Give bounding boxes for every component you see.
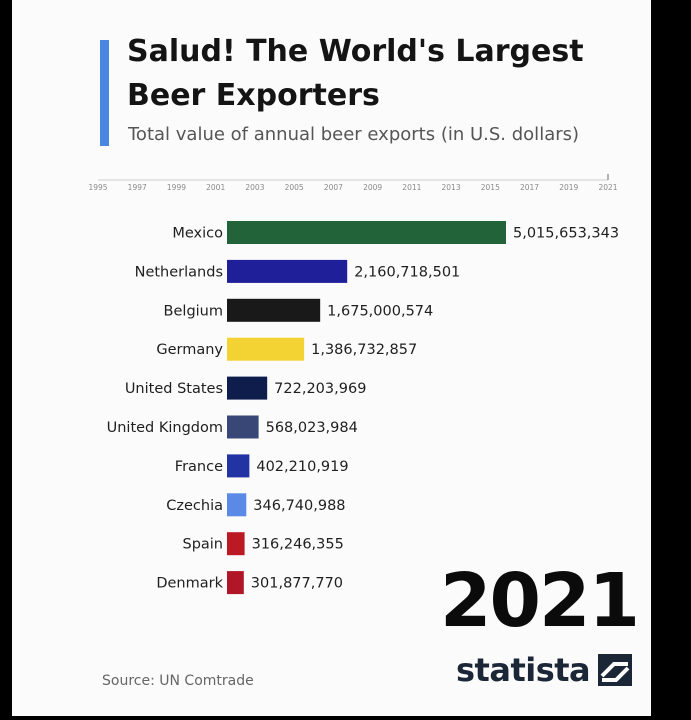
- timeline-year-label: 2011: [402, 183, 421, 192]
- timeline-year-label: 2019: [559, 183, 578, 192]
- value-label: 5,015,653,343: [513, 226, 619, 242]
- chart-card: Salud! The World's Largest Beer Exporter…: [12, 0, 651, 716]
- timeline-year-label: 2001: [206, 183, 225, 192]
- bar: [227, 337, 305, 361]
- value-label: 346,740,988: [253, 498, 345, 514]
- timeline: 1995 1997 1999 2001 2003 2005 2007 2009 2011 2013…: [88, 174, 618, 192]
- category-label: Netherlands: [135, 264, 223, 280]
- chart-subtitle: Total value of annual beer exports (in U…: [128, 124, 580, 145]
- timeline-year-label: 2013: [442, 183, 461, 192]
- bar: [227, 298, 321, 322]
- value-label: 402,210,919: [256, 459, 348, 475]
- timeline-year-label: 1997: [128, 183, 147, 192]
- value-label: 1,675,000,574: [327, 303, 433, 319]
- value-label: 301,877,770: [251, 576, 343, 592]
- timeline-year-label: 2021: [598, 183, 617, 192]
- statista-mark-icon: [598, 654, 633, 686]
- value-label: 316,246,355: [252, 537, 344, 553]
- timeline-year-label: 1999: [167, 183, 186, 192]
- category-label: Czechia: [166, 498, 223, 514]
- bar: [227, 415, 259, 439]
- category-label: Belgium: [164, 303, 223, 319]
- value-label: 722,203,969: [274, 381, 366, 397]
- category-label: France: [175, 459, 223, 475]
- bar: [227, 376, 268, 400]
- timeline-year-label: 2009: [363, 183, 382, 192]
- category-label: United Kingdom: [107, 420, 223, 436]
- category-label: Denmark: [156, 576, 223, 592]
- current-year-label: 2021: [440, 558, 640, 644]
- category-label: Germany: [156, 342, 223, 358]
- timeline-year-label: 2017: [520, 183, 539, 192]
- category-label: Mexico: [172, 226, 223, 242]
- timeline-year-label: 2003: [245, 183, 264, 192]
- timeline-year-label: 2007: [324, 183, 343, 192]
- brand-name: statista: [456, 651, 591, 689]
- chart-title: Salud! The World's Largest Beer Exporter…: [127, 34, 584, 113]
- brand-logo: statista: [456, 646, 633, 694]
- timeline-year-label: 1995: [88, 183, 107, 192]
- bar: [227, 532, 245, 556]
- bar: [227, 221, 506, 244]
- category-label: Spain: [182, 537, 223, 553]
- value-label: 1,386,732,857: [311, 342, 417, 358]
- bar: [227, 454, 250, 478]
- bar-chart: 1995 1997 1999 2001 2003 2005 2007 2009 2011 2013…: [88, 174, 619, 595]
- value-label: 568,023,984: [266, 420, 358, 436]
- bar: [227, 493, 247, 517]
- timeline-year-label: 2005: [285, 183, 304, 192]
- value-label: 2,160,718,501: [354, 264, 460, 280]
- bar: [227, 571, 244, 595]
- source-note: Source: UN Comtrade: [102, 673, 254, 689]
- bars: Mexico 5,015,653,343 Netherlands 2,160,718,…: [107, 221, 619, 595]
- timeline-year-label: 2015: [481, 183, 500, 192]
- title-accent-bar: [100, 40, 109, 146]
- bar: [227, 259, 348, 283]
- category-label: United States: [125, 381, 223, 397]
